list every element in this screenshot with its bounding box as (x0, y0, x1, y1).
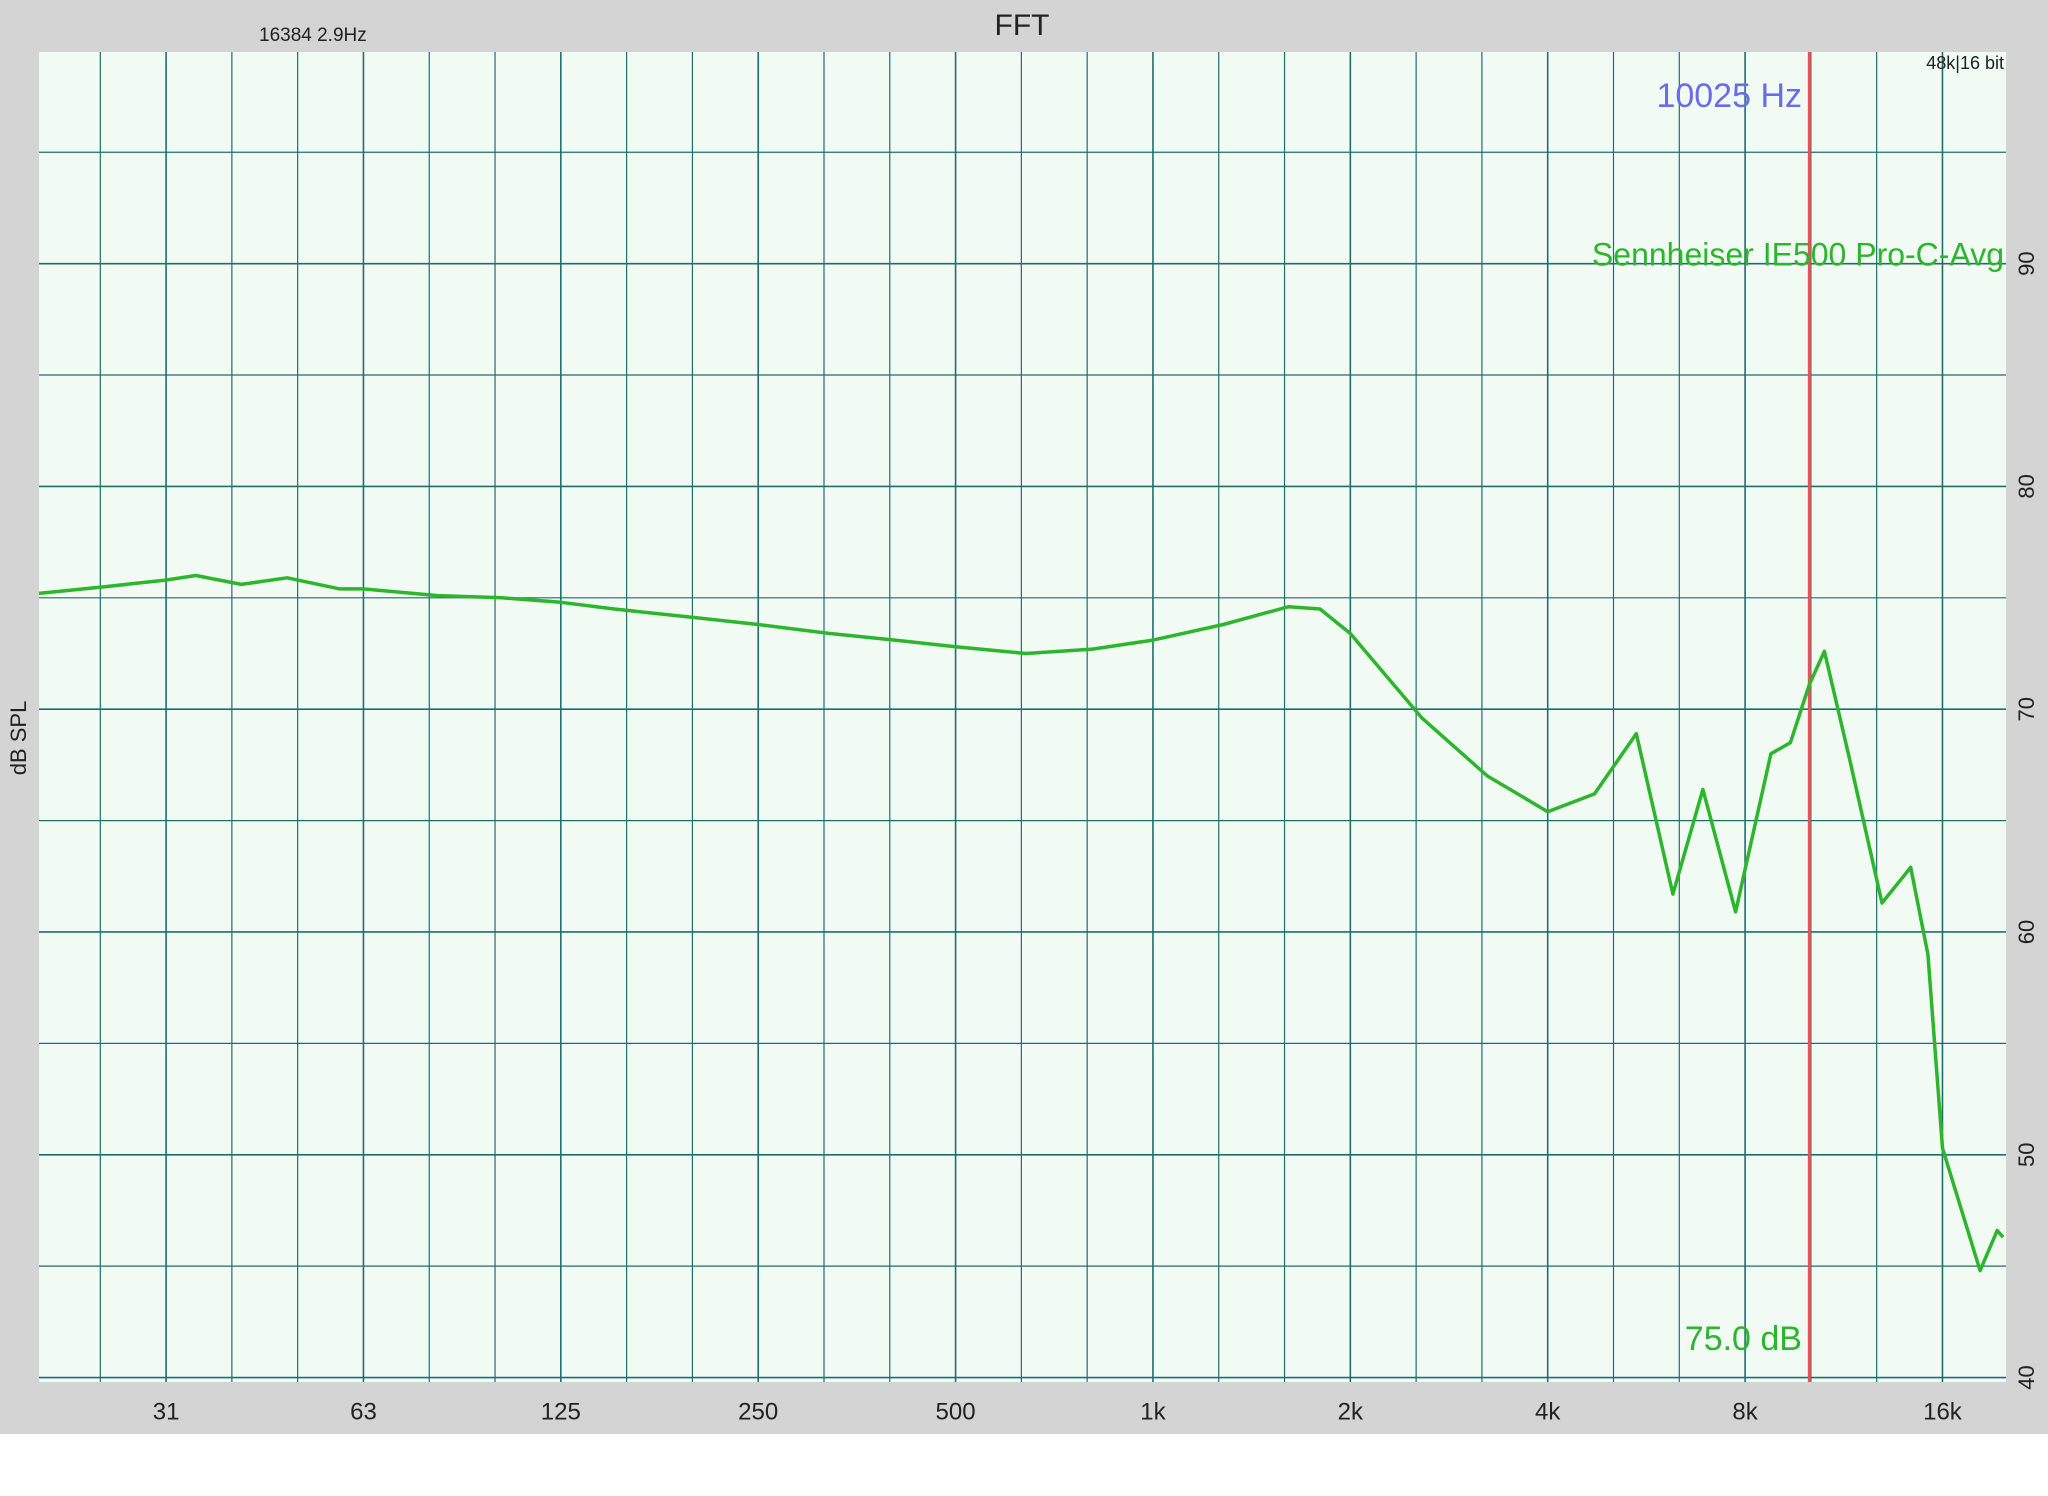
header-left: 16384 2.9Hz (259, 25, 367, 46)
x-tick-label: 250 (738, 1398, 778, 1425)
chart-title: FFT (995, 9, 1050, 42)
x-tick-label: 16k (1923, 1398, 1963, 1425)
x-tick-label: 8k (1732, 1398, 1758, 1425)
header-right: 48k|16 bit (1926, 53, 2004, 73)
x-tick-label: 31 (153, 1398, 180, 1425)
x-tick-label: 500 (936, 1398, 976, 1425)
plot-area (39, 52, 2006, 1382)
x-tick-label: 1k (1140, 1398, 1166, 1425)
grid (39, 52, 2006, 1382)
y-tick-label: 90 (2014, 251, 2039, 275)
legend-entry: Sennheiser IE500 Pro-C-Avg (1592, 236, 2004, 272)
response-curve (38, 573, 2005, 1273)
x-tick-label: 63 (350, 1398, 377, 1425)
y-axis-label: dB SPL (6, 701, 31, 776)
cursor-level: 75.0 dB (1685, 1320, 1802, 1358)
y-tick-label: 80 (2014, 474, 2039, 498)
cursor-frequency: 10025 Hz (1656, 77, 1802, 115)
y-tick-label: 70 (2014, 697, 2039, 721)
y-tick-label: 50 (2014, 1143, 2039, 1167)
x-tick-label: 125 (541, 1398, 581, 1425)
y-tick-label: 60 (2014, 920, 2039, 944)
x-tick-label: 4k (1535, 1398, 1561, 1425)
x-tick-label: 2k (1338, 1398, 1364, 1425)
marks (38, 52, 2005, 1382)
y-tick-label: 40 (2014, 1365, 2039, 1389)
